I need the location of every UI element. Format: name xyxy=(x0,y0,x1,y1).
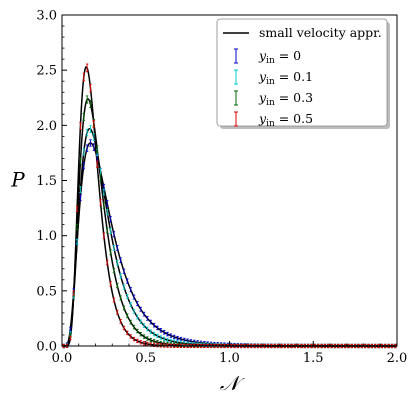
y-tick-label: 1.0 xyxy=(36,229,57,244)
y-axis-label: P xyxy=(10,168,25,192)
legend-box xyxy=(216,18,388,127)
axes-layer: 0.0 0.5 1.0 1.5 2.0 0.0 0.5 1.0 1.5 2.0 2.5 3.0 xyxy=(36,9,407,367)
x-tick-label: 1.5 xyxy=(303,351,324,366)
x-axis-label: 𝒩 xyxy=(220,371,245,395)
x-tick-label: 0.5 xyxy=(135,351,156,366)
legend-approx-label: small velocity appr. xyxy=(259,25,382,40)
markers-layer xyxy=(62,63,397,349)
series-2-approx-curve xyxy=(62,97,397,347)
series-1-approx-curve xyxy=(62,127,397,347)
x-tick-label: 2.0 xyxy=(387,351,408,366)
legend-label-3: yin = 0.5 xyxy=(258,111,313,129)
y-tick-label: 1.5 xyxy=(36,174,57,189)
legend-label-2: yin = 0.3 xyxy=(258,90,313,108)
x-tick-label: 1.0 xyxy=(219,351,240,366)
y-tick-label: 0.0 xyxy=(36,340,57,355)
y-tick-label: 2.5 xyxy=(36,64,57,79)
legend-label-0: yin = 0 xyxy=(258,48,301,66)
legend: small velocity appr. yin = 0 yin = 0.1 yin … xyxy=(216,18,390,129)
series-2-markers xyxy=(62,95,397,349)
legend-label-1: yin = 0.1 xyxy=(258,69,313,87)
y-tick-label: 3.0 xyxy=(36,9,57,24)
x-tick-label: 0.0 xyxy=(52,351,73,366)
series-1-markers xyxy=(62,125,397,349)
y-tick-label: 0.5 xyxy=(36,284,57,299)
y-tick-label: 2.0 xyxy=(36,119,57,134)
